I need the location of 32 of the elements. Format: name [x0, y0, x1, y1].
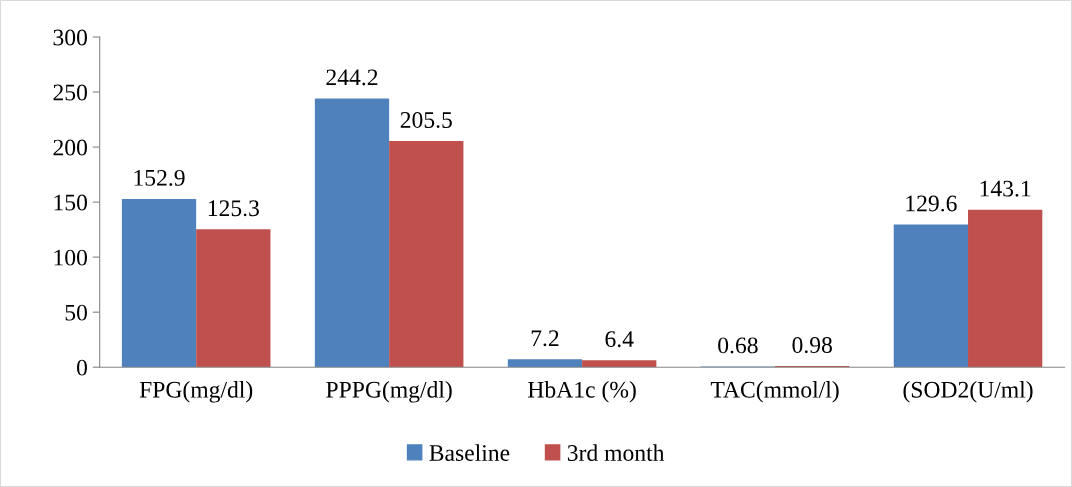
data-label: 143.1 [980, 180, 1031, 197]
legend-label: 3rd month [567, 444, 665, 461]
y-tick-label: 200 [53, 139, 87, 156]
x-tick-label: HbA1c (%) [528, 381, 636, 403]
bar [507, 359, 583, 368]
data-label: 205.5 [400, 111, 452, 128]
y-tick-label: 100 [54, 249, 87, 266]
y-tick-label: 150 [54, 194, 87, 211]
x-tick-label: PPPG(mg/dl) [326, 381, 452, 403]
data-label: 152.9 [134, 169, 185, 186]
bar [893, 224, 969, 368]
data-label: 129.6 [906, 195, 957, 212]
legend-label: Baseline [429, 444, 510, 461]
y-tick-label: 0 [76, 359, 87, 376]
data-label: 125.3 [208, 200, 259, 217]
x-tick-label: FPG(mg/dl) [139, 381, 253, 403]
bar [314, 98, 390, 368]
data-label: 7.2 [531, 330, 559, 347]
data-label: 0.98 [792, 337, 832, 354]
bar [196, 229, 271, 368]
y-tick-label: 300 [53, 29, 87, 46]
bar [968, 209, 1043, 368]
data-label: 6.4 [605, 331, 634, 348]
data-label: 244.2 [326, 69, 378, 86]
bar [389, 141, 464, 368]
y-tick-label: 250 [53, 84, 87, 101]
data-label: 0.68 [718, 337, 758, 354]
bar [582, 360, 657, 368]
y-tick-label: 50 [65, 304, 87, 321]
x-tick-label: TAC(mmol/l) [710, 381, 839, 403]
x-tick-label: (SOD2(U/ml) [903, 381, 1033, 403]
bar [121, 198, 197, 368]
